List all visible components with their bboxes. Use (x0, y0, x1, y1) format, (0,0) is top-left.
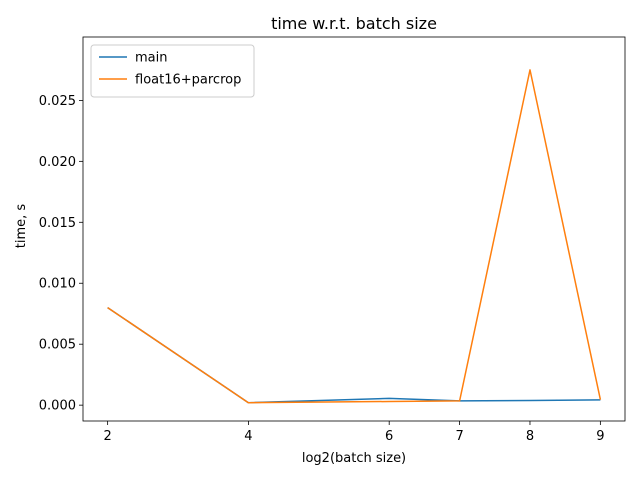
x-tick-label: 8 (526, 429, 534, 444)
x-axis-label: log2(batch size) (302, 451, 406, 466)
plot-area: 2 4 6 7 8 9 0.000 0.005 0.010 0.015 0.020 0.025 (39, 36, 626, 444)
legend: main float16+parcrop (90, 44, 255, 98)
series-group (107, 69, 602, 404)
y-tick-label: 0.015 (39, 216, 76, 231)
series-line (107, 69, 602, 404)
legend-label: main (135, 51, 167, 66)
y-tick-label: 0.010 (39, 277, 76, 292)
x-tick-label: 9 (596, 429, 604, 444)
chart-title: time w.r.t. batch size (271, 14, 437, 33)
x-tick-label: 4 (244, 429, 252, 444)
series-line (107, 306, 601, 404)
y-tick-label: 0.020 (39, 155, 76, 170)
legend-label: float16+parcrop (135, 73, 241, 88)
x-tick-label: 7 (455, 429, 463, 444)
y-tick-label: 0.005 (39, 338, 76, 353)
legend-box (90, 44, 255, 98)
y-axis-label: time, s (14, 204, 29, 249)
plot-frame (82, 36, 626, 422)
x-tick-label: 6 (385, 429, 393, 444)
y-tick-label: 0.025 (39, 94, 76, 109)
y-axis: 0.000 0.005 0.010 0.015 0.020 0.025 (39, 94, 83, 414)
x-axis: 2 4 6 7 8 9 (103, 421, 605, 444)
x-tick-label: 2 (103, 429, 111, 444)
y-tick-label: 0.000 (39, 399, 76, 414)
